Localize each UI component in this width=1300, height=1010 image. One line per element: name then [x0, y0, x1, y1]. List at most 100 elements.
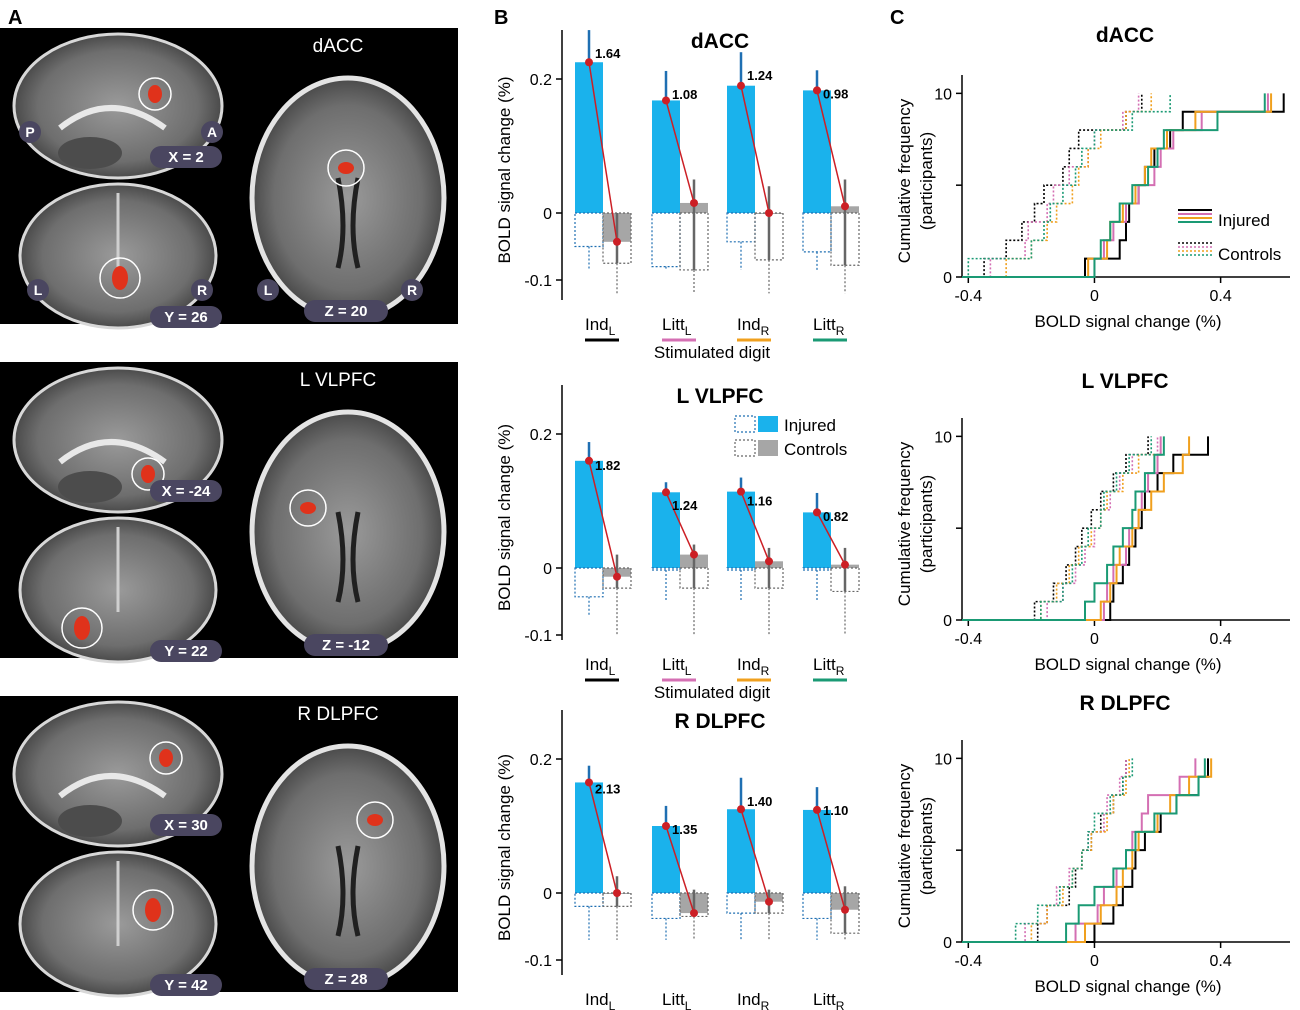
activation-blob-sagittal — [141, 465, 155, 483]
injured-mean-dot — [737, 487, 745, 496]
x-axis-label: Stimulated digit — [654, 683, 771, 702]
category-base: Ind — [737, 315, 761, 334]
y-tick-label: 10 — [934, 86, 952, 103]
effect-size-label: 1.08 — [672, 87, 697, 102]
ventricles — [335, 511, 361, 603]
legend-controls-swatch — [758, 440, 778, 456]
legend-injured-label: Injured — [1218, 211, 1270, 230]
x-tick-label: 0 — [1090, 953, 1099, 970]
injured-mean-dot — [662, 488, 670, 497]
axial-coord: Z = -12 — [322, 637, 370, 654]
panel-b-bar-charts: -0.1 0 0.2 BOLD signal change (%) dACC 1.64 In… — [495, 30, 860, 1010]
category-label: LittL — [662, 315, 692, 338]
injured-mean-dot — [813, 805, 821, 814]
region-name: L VLPFC — [300, 370, 376, 391]
corpus-callosum — [58, 439, 167, 465]
axial-coord: Z = 28 — [325, 971, 368, 988]
roi-circle-coronal — [132, 889, 174, 931]
axial-coord-pill — [304, 634, 388, 656]
chart-title: dACC — [1096, 24, 1154, 47]
injured-step-LittR — [962, 436, 1165, 621]
sagittal-coord: X = 30 — [164, 817, 208, 834]
effect-line — [740, 491, 770, 562]
x-tick-label: 0 — [1090, 288, 1099, 305]
injured-bar — [575, 62, 603, 213]
injured-neg-bar — [574, 892, 604, 907]
corpus-callosum — [58, 773, 167, 799]
panel-letters: A B C — [8, 7, 904, 29]
axial-coord-pill — [304, 300, 388, 322]
y-tick-label: 0 — [543, 561, 552, 578]
effect-line — [588, 782, 618, 894]
effect-line — [740, 809, 770, 902]
injured-neg-bar — [651, 567, 681, 571]
chart-title: dACC — [691, 30, 749, 53]
effect-size-label: 1.10 — [823, 803, 848, 818]
activation-blob-coronal — [74, 616, 90, 640]
legend-injured-label: Injured — [784, 416, 836, 435]
category-sub: R — [761, 324, 770, 338]
ventricles — [335, 177, 361, 269]
chart-title: R DLPFC — [675, 710, 766, 733]
activation-blob-sagittal — [148, 85, 162, 103]
brain-block-2: R DLPFC X = 30 Y = 42 Z = 28 — [0, 696, 458, 998]
x-tick-label: 0.4 — [1209, 953, 1231, 970]
chart-title: L VLPFC — [1081, 370, 1168, 393]
injured-mean-dot — [662, 96, 670, 105]
activation-blob-sagittal — [159, 749, 173, 767]
orient-right-coronal: R — [197, 282, 207, 298]
roi-circle-axial — [289, 489, 327, 527]
cumulative-legend: Injured Controls — [1178, 209, 1281, 264]
category-label: IndL — [585, 315, 616, 338]
injured-bar — [727, 809, 755, 893]
effect-line — [665, 825, 695, 914]
sagittal-coord-pill — [150, 814, 222, 836]
injured-bar — [727, 85, 755, 213]
axial-coord-pill — [304, 968, 388, 990]
category-base: Litt — [662, 315, 685, 334]
roi-circle-coronal — [99, 257, 141, 299]
bar-chart-0: -0.1 0 0.2 BOLD signal change (%) dACC 1.64 In… — [495, 30, 860, 362]
y-axis-label: BOLD signal change (%) — [495, 754, 514, 941]
activation-blob-axial — [338, 162, 354, 174]
sagittal-coord-pill — [150, 146, 222, 168]
sagittal-coord: X = -24 — [162, 483, 211, 500]
category-base: Ind — [737, 655, 761, 674]
x-tick-label: 0.4 — [1209, 631, 1231, 648]
y-axis-label-1: Cumulative frequency — [895, 98, 914, 263]
effect-line — [588, 62, 618, 242]
roi-circle-axial — [356, 801, 394, 839]
control-mean-dot — [690, 909, 698, 918]
control-mean-dot — [765, 209, 773, 217]
orient-anterior: A — [207, 124, 217, 140]
category-base: Litt — [813, 990, 836, 1009]
effect-size-label: 0.98 — [823, 86, 848, 101]
ventricles — [335, 845, 361, 937]
category-sub: R — [836, 999, 845, 1010]
y-axis-label-2: (participants) — [917, 132, 936, 230]
bar-legend: Injured Controls — [734, 415, 847, 459]
injured-bar — [803, 809, 831, 893]
y-tick-label: 0.2 — [530, 72, 552, 89]
y-axis-label-2: (participants) — [917, 797, 936, 895]
effect-size-label: 1.40 — [747, 794, 772, 809]
category-base: Litt — [813, 655, 836, 674]
activation-blob-axial — [367, 814, 383, 826]
y-axis-label: BOLD signal change (%) — [495, 76, 514, 263]
y-tick-label: 0 — [943, 270, 952, 287]
category-label: IndL — [585, 990, 616, 1010]
injured-bar — [803, 512, 831, 568]
x-axis-label: BOLD signal change (%) — [1034, 655, 1221, 674]
injured-mean-dot — [662, 822, 670, 830]
brain-block-0: dACC X = 2 Y = 26 Z = 20 P A L R L R — [0, 28, 458, 330]
coronal-coord: Y = 22 — [164, 643, 208, 660]
control-mean-dot — [765, 897, 773, 906]
legend-controls-label: Controls — [1218, 245, 1281, 264]
injured-step-IndL — [962, 436, 1209, 621]
injured-mean-dot — [813, 86, 821, 95]
roi-circle-sagittal — [131, 457, 165, 491]
injured-mean-dot — [737, 81, 745, 90]
y-tick-label: 0 — [943, 613, 952, 630]
y-tick-label: -0.1 — [524, 273, 552, 290]
x-axis-label: Stimulated digit — [654, 343, 771, 362]
